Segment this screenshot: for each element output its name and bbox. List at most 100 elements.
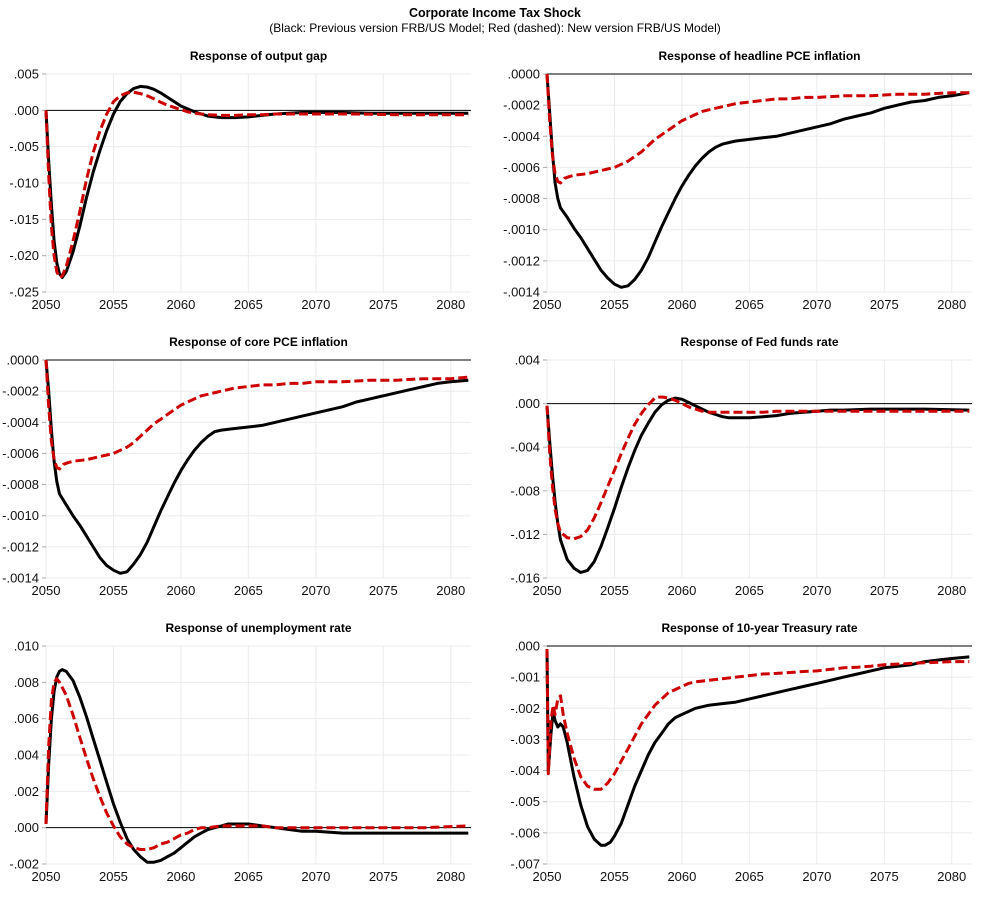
x-axis-labels: 2050 2055 2060 2065 2070 2075 2080 [533, 869, 967, 884]
svg-text:2060: 2060 [166, 583, 195, 598]
svg-text:-.0012: -.0012 [2, 539, 39, 554]
svg-text:2065: 2065 [735, 297, 764, 312]
svg-text:2075: 2075 [870, 583, 899, 598]
y-tick-marks [42, 359, 46, 579]
series-new-model-line [545, 649, 970, 791]
svg-text:-.005: -.005 [510, 794, 540, 809]
svg-text:2075: 2075 [870, 869, 899, 884]
svg-text:-.002: -.002 [510, 701, 540, 716]
y-tick-marks [543, 73, 547, 293]
svg-text:2050: 2050 [533, 583, 562, 598]
svg-text:2050: 2050 [32, 869, 61, 884]
panel-title: Response of output gap [189, 49, 328, 63]
series-previous-model-line [545, 649, 970, 847]
svg-text:.000: .000 [14, 820, 39, 835]
y-axis-labels: .0000 -.0002 -.0004 -.0006 -.0008 -.0010 -.001… [503, 67, 540, 300]
svg-text:-.0008: -.0008 [2, 477, 39, 492]
panel-title: Response of unemployment rate [165, 621, 352, 635]
chart-header: Corporate Income Tax Shock (Black: Previ… [0, 0, 990, 36]
svg-text:2075: 2075 [369, 297, 398, 312]
svg-text:-.001: -.001 [510, 670, 540, 685]
gridlines [45, 73, 471, 293]
y-tick-marks [42, 645, 46, 865]
svg-text:-.003: -.003 [510, 732, 540, 747]
y-axis-labels: .000 -.001 -.002 -.003 -.004 -.005 -.006 -.007 [510, 639, 540, 872]
series-previous-model-line [545, 73, 970, 289]
panel-title: Response of headline PCE inflation [658, 49, 861, 63]
svg-text:-.020: -.020 [9, 248, 39, 263]
svg-text:2055: 2055 [600, 869, 629, 884]
svg-text:.002: .002 [14, 784, 39, 799]
svg-text:.004: .004 [14, 748, 39, 763]
svg-text:.000: .000 [515, 639, 540, 654]
svg-text:2070: 2070 [802, 583, 831, 598]
svg-text:2070: 2070 [301, 583, 330, 598]
svg-text:.0000: .0000 [6, 353, 39, 368]
svg-text:.006: .006 [14, 711, 39, 726]
svg-text:-.016: -.016 [510, 571, 540, 586]
panel-title: Response of core PCE inflation [169, 335, 348, 349]
series-previous-model-line [44, 668, 469, 864]
svg-text:.004: .004 [515, 353, 540, 368]
svg-text:.008: .008 [14, 675, 39, 690]
svg-text:2075: 2075 [369, 583, 398, 598]
svg-text:-.0006: -.0006 [2, 446, 39, 461]
svg-text:-.0004: -.0004 [2, 415, 39, 430]
svg-text:2070: 2070 [802, 297, 831, 312]
svg-text:-.015: -.015 [9, 212, 39, 227]
svg-text:-.006: -.006 [510, 825, 540, 840]
panel-output-gap: Response of output gap .005 .000 -.005 -.01… [0, 48, 495, 322]
svg-text:-.0010: -.0010 [2, 508, 39, 523]
panel-core-pce-inflation: Response of core PCE inflation .0000 -.00… [0, 334, 495, 608]
svg-text:2080: 2080 [937, 297, 966, 312]
svg-text:2055: 2055 [600, 297, 629, 312]
svg-text:2060: 2060 [667, 297, 696, 312]
svg-text:-.0008: -.0008 [503, 191, 540, 206]
svg-text:.0000: .0000 [507, 67, 540, 82]
chart-main-title: Corporate Income Tax Shock [408, 6, 582, 20]
svg-text:2070: 2070 [301, 869, 330, 884]
panel-plot-1: .0000 -.0002 -.0004 -.0006 -.0008 -.0010 -.001… [503, 67, 972, 312]
svg-text:-.004: -.004 [510, 440, 540, 455]
series-new-model-line [44, 677, 469, 851]
svg-text:2060: 2060 [667, 583, 696, 598]
chart-subtitle: (Black: Previous version FRB/US Model; R… [269, 21, 721, 35]
svg-text:-.002: -.002 [9, 857, 39, 872]
svg-text:2055: 2055 [99, 297, 128, 312]
y-axis-labels: .004 .000 -.004 -.008 -.012 -.016 [510, 353, 540, 586]
svg-text:2065: 2065 [234, 297, 263, 312]
series-new-model-line [44, 90, 469, 279]
panel-plot-5: .000-.001-.002-.003-.004-.005-.006-.0072… [510, 639, 972, 884]
svg-text:-.007: -.007 [510, 857, 540, 872]
svg-text:2060: 2060 [166, 869, 195, 884]
svg-text:2055: 2055 [600, 583, 629, 598]
x-axis-labels: 2050 2055 2060 2065 2070 2075 2080 [32, 297, 466, 312]
x-axis-labels: 2050 2055 2060 2065 2070 2075 2080 [32, 583, 466, 598]
svg-text:2065: 2065 [234, 869, 263, 884]
svg-text:.010: .010 [14, 639, 39, 654]
svg-text:2050: 2050 [32, 297, 61, 312]
gridlines [546, 359, 972, 579]
svg-text:2050: 2050 [533, 869, 562, 884]
series-new-model-line [545, 73, 970, 185]
x-axis-labels: 2050 2055 2060 2065 2070 2075 2080 [32, 869, 466, 884]
svg-text:2080: 2080 [937, 869, 966, 884]
series-previous-model-line [44, 359, 469, 575]
svg-text:-.0004: -.0004 [503, 129, 540, 144]
svg-text:2080: 2080 [937, 583, 966, 598]
gridlines [45, 360, 471, 579]
svg-text:-.010: -.010 [9, 176, 39, 191]
svg-text:2070: 2070 [301, 297, 330, 312]
svg-text:2065: 2065 [735, 583, 764, 598]
svg-text:.000: .000 [14, 103, 39, 118]
svg-text:2060: 2060 [667, 869, 696, 884]
svg-text:-.0010: -.0010 [503, 222, 540, 237]
x-axis-labels: 2050 2055 2060 2065 2070 2075 2080 [533, 583, 967, 598]
svg-text:2065: 2065 [234, 583, 263, 598]
panel-headline-pce-inflation: Response of headline PCE inflation .0000… [495, 48, 990, 322]
x-axis-labels: 2050 2055 2060 2065 2070 2075 2080 [533, 297, 967, 312]
y-axis-labels: .005 .000 -.005 -.010 -.015 -.020 -.025 [9, 67, 39, 300]
